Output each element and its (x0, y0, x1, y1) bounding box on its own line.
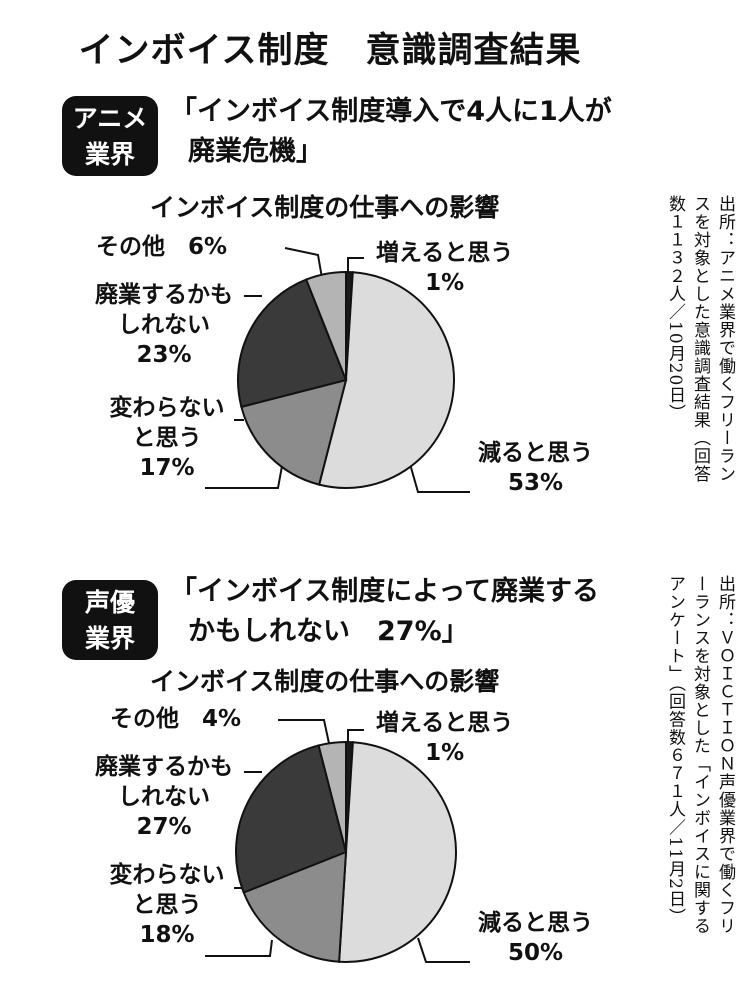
label-value: 23% (136, 342, 192, 368)
label-value: 53% (507, 470, 564, 496)
label-text: 変わらないと思う (109, 395, 225, 451)
leader-line (205, 939, 273, 957)
pie-slice (237, 278, 348, 409)
badge-line: 声優 (84, 588, 135, 617)
pie-slice (304, 270, 347, 381)
headline-line: 「インボイス制度によって廃業する (170, 576, 600, 607)
label-value: 1% (425, 740, 465, 766)
leader-line (347, 729, 364, 742)
industry-badge: 声優 業界 (62, 580, 158, 660)
label-quit: 廃業するかもしれない 23% (84, 280, 244, 370)
label-value: 6% (188, 234, 228, 260)
label-value: 50% (507, 940, 564, 966)
leader-line (409, 463, 470, 493)
pie-slice (240, 378, 348, 486)
pie-slice (317, 740, 347, 853)
source-note: 出所：ＶＯＩＣＴＩＯＮ声優業界で働くフリーランスを対象とした「インボイスに関する… (665, 575, 735, 935)
label-text: 変わらないと思う (109, 862, 225, 918)
industry-badge: アニメ 業界 (62, 96, 158, 176)
label-value: 27% (136, 814, 192, 840)
label-other: その他 4% (110, 704, 241, 734)
label-text: その他 (96, 234, 165, 260)
label-text: 増えると思う (376, 710, 514, 736)
leader-line (278, 719, 331, 749)
label-same: 変わらないと思う 18% (100, 860, 234, 950)
leader-line (347, 257, 364, 272)
pie-slice (235, 744, 348, 894)
label-text: 減ると思う (478, 440, 593, 466)
label-value: 4% (202, 706, 242, 732)
label-increase: 増えると思う 1% (376, 238, 513, 298)
label-same: 変わらないと思う 17% (100, 393, 234, 483)
leader-line (417, 937, 470, 963)
headline-line: かもしれない 27%」 (188, 616, 469, 647)
label-text: その他 (110, 706, 179, 732)
label-increase: 増えると思う 1% (376, 708, 513, 768)
label-value: 18% (139, 922, 195, 948)
badge-line: アニメ (72, 104, 148, 133)
pie-slice (338, 741, 457, 963)
label-quit: 廃業するかもしれない 27% (84, 752, 244, 842)
headline-line: 「インボイス制度導入で4人に1人が (170, 96, 612, 127)
headline-line: 廃業危機」 (188, 136, 323, 167)
badge-line: 業界 (84, 140, 135, 169)
section-headline: 「インボイス制度導入で4人に1人が 廃業危機」 (170, 92, 612, 172)
chart-title: インボイス制度の仕事への影響 (150, 193, 500, 222)
page-title: インボイス制度 意識調査結果 (78, 31, 582, 71)
label-text: 廃業するかもしれない (95, 282, 233, 338)
label-value: 1% (425, 270, 465, 296)
label-text: 増えると思う (376, 240, 514, 266)
chart-title: インボイス制度の仕事への影響 (150, 667, 500, 696)
leader-line (284, 247, 323, 279)
pie-slice (317, 271, 455, 489)
section-headline: 「インボイス制度によって廃業する かもしれない 27%」 (170, 572, 599, 652)
pie-slice (242, 850, 348, 963)
leader-line (205, 465, 283, 489)
label-value: 17% (139, 455, 195, 481)
label-text: 廃業するかもしれない (95, 754, 233, 810)
label-decrease: 減ると思う 50% (478, 908, 593, 968)
badge-line: 業界 (84, 624, 135, 653)
label-decrease: 減ると思う 53% (478, 438, 593, 498)
source-note: 出所：アニメ業界で働くフリーランスを対象とした意識調査結果（回答数１１３２人／1… (665, 195, 735, 483)
label-other: その他 6% (96, 232, 227, 262)
label-text: 減ると思う (478, 910, 593, 936)
